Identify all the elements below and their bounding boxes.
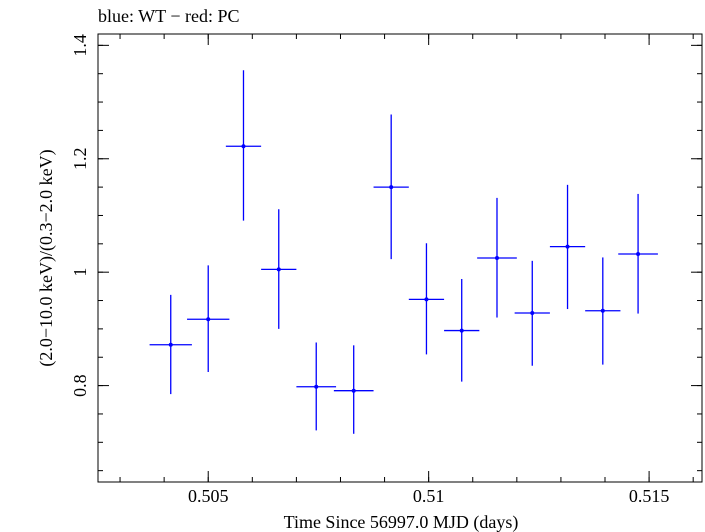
data-point <box>314 384 319 389</box>
data-point <box>530 311 535 316</box>
y-tick-label: 1 <box>70 268 90 277</box>
data-point <box>600 308 605 313</box>
data-point <box>241 144 246 149</box>
data-point <box>424 297 429 302</box>
plot-layer: 0.505 0.51 0.515 0.8 1 1.2 1.4 <box>70 33 703 506</box>
data-point <box>389 185 394 190</box>
x-tick-label: 0.505 <box>188 486 229 506</box>
y-tick-label: 0.8 <box>70 374 90 397</box>
data-point <box>351 388 356 393</box>
y-tick-label: 1.2 <box>70 148 90 171</box>
data-point <box>565 244 570 249</box>
data-point <box>276 267 281 272</box>
data-point <box>494 256 499 260</box>
chart-title: blue: WT − red: PC <box>98 6 239 26</box>
y-tick-label: 1.4 <box>70 34 90 57</box>
data-point <box>459 328 464 333</box>
data-point <box>636 252 641 257</box>
x-tick-label: 0.515 <box>629 486 670 506</box>
data-point <box>206 317 211 322</box>
y-axis-label: (2.0−10.0 keV)/(0.3−2.0 keV) <box>36 149 57 366</box>
data-point <box>168 342 173 347</box>
plot-frame <box>97 33 703 483</box>
x-tick-label: 0.51 <box>413 486 445 506</box>
x-axis-label: Time Since 56997.0 MJD (days) <box>284 512 519 532</box>
